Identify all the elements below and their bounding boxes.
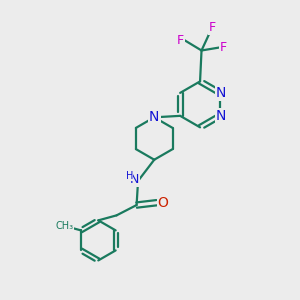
Text: F: F bbox=[177, 34, 184, 47]
Text: N: N bbox=[216, 109, 226, 123]
Text: N: N bbox=[216, 86, 226, 100]
Text: F: F bbox=[220, 41, 227, 54]
Text: N: N bbox=[149, 110, 159, 124]
Text: F: F bbox=[208, 21, 216, 34]
Text: H: H bbox=[125, 171, 133, 181]
Text: CH₃: CH₃ bbox=[56, 221, 74, 231]
Text: N: N bbox=[130, 173, 139, 186]
Text: O: O bbox=[158, 196, 169, 210]
